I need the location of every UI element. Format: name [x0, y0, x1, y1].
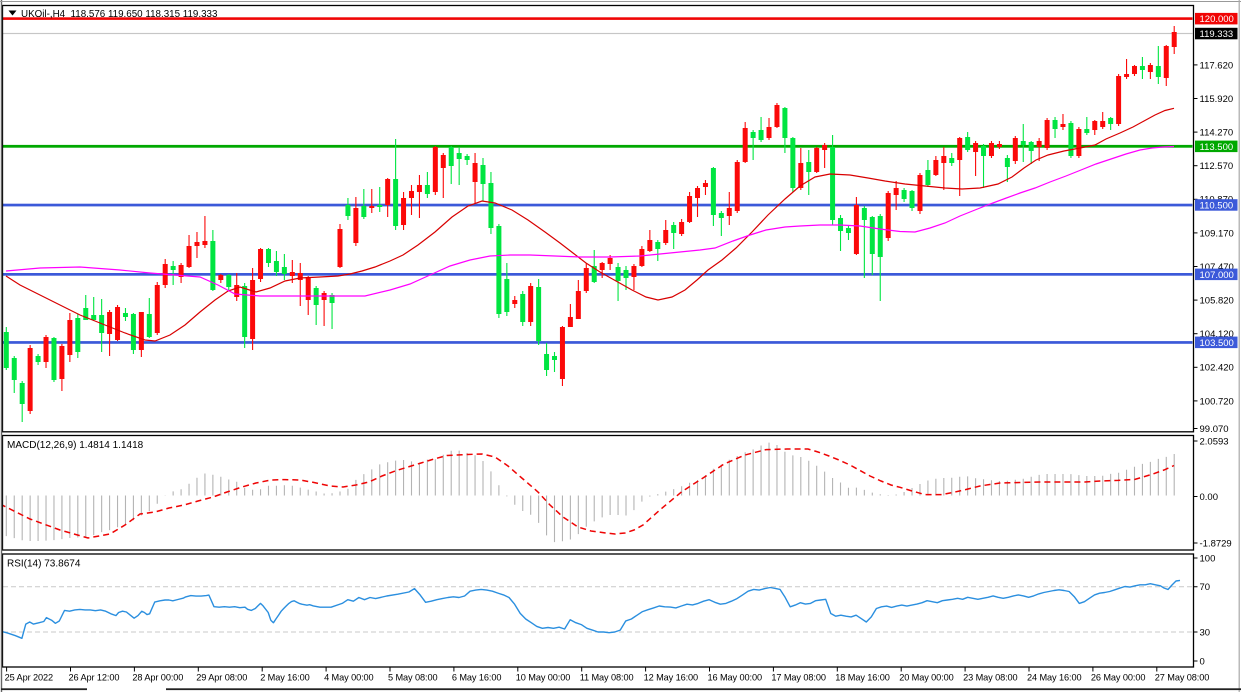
svg-text:30: 30	[1200, 627, 1211, 638]
svg-text:MACD(12,26,9) 1.4814 1.1418: MACD(12,26,9) 1.4814 1.1418	[7, 440, 144, 451]
svg-text:24 May 16:00: 24 May 16:00	[1027, 673, 1081, 683]
svg-text:UKOil-,H4 118.576 119.650 118: UKOil-,H4 118.576 119.650 118.315 119.33…	[21, 9, 218, 20]
svg-text:6 May 16:00: 6 May 16:00	[452, 673, 501, 683]
svg-text:16 May 00:00: 16 May 00:00	[708, 673, 762, 683]
svg-text:27 May 08:00: 27 May 08:00	[1155, 673, 1209, 683]
svg-text:23 May 08:00: 23 May 08:00	[963, 673, 1017, 683]
svg-text:10 May 00:00: 10 May 00:00	[516, 673, 570, 683]
svg-text:117.620: 117.620	[1200, 60, 1234, 71]
svg-text:29 Apr 08:00: 29 Apr 08:00	[196, 673, 247, 683]
svg-text:100: 100	[1200, 553, 1216, 564]
svg-text:114.270: 114.270	[1200, 128, 1234, 139]
svg-text:RSI(14) 73.8674: RSI(14) 73.8674	[7, 559, 81, 570]
svg-text:26 May 00:00: 26 May 00:00	[1091, 673, 1145, 683]
svg-text:107.470: 107.470	[1200, 262, 1234, 273]
svg-text:115.920: 115.920	[1200, 94, 1234, 105]
svg-text:20 May 00:00: 20 May 00:00	[899, 673, 953, 683]
svg-text:17 May 08:00: 17 May 08:00	[771, 673, 825, 683]
svg-text:2 May 16:00: 2 May 16:00	[260, 673, 309, 683]
svg-text:-1.8729: -1.8729	[1200, 538, 1232, 549]
svg-text:102.420: 102.420	[1200, 363, 1234, 374]
svg-text:28 Apr 00:00: 28 Apr 00:00	[132, 673, 183, 683]
svg-text:107.000: 107.000	[1200, 270, 1234, 281]
svg-text:103.500: 103.500	[1200, 338, 1234, 349]
svg-text:5 May 08:00: 5 May 08:00	[388, 673, 437, 683]
svg-text:11 May 08:00: 11 May 08:00	[580, 673, 634, 683]
svg-text:109.170: 109.170	[1200, 228, 1234, 239]
svg-text:110.500: 110.500	[1200, 201, 1234, 212]
svg-text:26 Apr 12:00: 26 Apr 12:00	[69, 673, 120, 683]
svg-text:120.000: 120.000	[1200, 14, 1234, 25]
svg-text:18 May 16:00: 18 May 16:00	[835, 673, 889, 683]
svg-text:112.570: 112.570	[1200, 161, 1234, 172]
svg-text:2.0593: 2.0593	[1200, 436, 1229, 447]
svg-text:4 May 00:00: 4 May 00:00	[324, 673, 373, 683]
svg-text:113.500: 113.500	[1200, 142, 1234, 153]
svg-text:0.00: 0.00	[1200, 492, 1219, 503]
svg-text:70: 70	[1200, 582, 1211, 593]
svg-text:100.720: 100.720	[1200, 396, 1234, 407]
svg-text:25 Apr 2022: 25 Apr 2022	[5, 673, 53, 683]
svg-text:99.070: 99.070	[1200, 424, 1229, 435]
svg-text:0: 0	[1200, 656, 1205, 667]
svg-text:119.333: 119.333	[1200, 29, 1234, 40]
svg-text:105.820: 105.820	[1200, 296, 1234, 307]
svg-text:12 May 16:00: 12 May 16:00	[644, 673, 698, 683]
svg-text:104.120: 104.120	[1200, 329, 1234, 340]
